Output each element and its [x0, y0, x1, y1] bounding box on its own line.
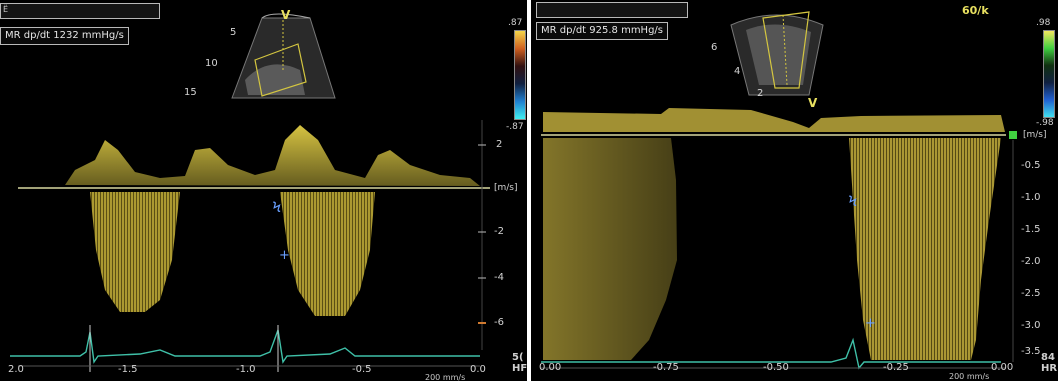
ecg-trace	[10, 329, 480, 364]
color-scale-bar	[1043, 30, 1055, 118]
colorbar-bottom-label: -.98	[1036, 118, 1054, 128]
time-tick: -0.50	[763, 362, 789, 373]
velocity-tick: -1.0	[1021, 192, 1041, 203]
doppler-spectrum-left: Ϟ +	[10, 13, 490, 372]
velocity-tick: -2	[494, 226, 504, 237]
cursor-marker: Ϟ	[272, 200, 281, 216]
depth-mark: 6	[711, 42, 718, 53]
depth-mark: 2	[757, 88, 764, 99]
velocity-unit: [m/s]	[1023, 130, 1047, 140]
time-tick: 0.00	[539, 362, 562, 373]
ecg-trace	[541, 337, 1001, 370]
doppler-panel-right: Ϟ + MR dp/dt 925.8 mmHg/s 60/k V 6 4 2 .…	[531, 0, 1058, 381]
time-tick: -0.5	[352, 364, 372, 375]
velocity-tick: -4	[494, 272, 504, 283]
time-tick: 0.0	[470, 364, 486, 375]
velocity-tick: -2.5	[1021, 288, 1041, 299]
time-tick: -0.75	[653, 362, 679, 373]
heart-rate: 5( HF	[512, 352, 527, 374]
header-box: Ё	[0, 3, 160, 19]
time-tick: -1.5	[118, 364, 138, 375]
colorbar-top-label: .98	[1036, 18, 1051, 28]
sector-v-marker: V	[281, 8, 291, 22]
echo-sector-left	[231, 13, 336, 99]
velocity-unit: [m/s]	[494, 183, 518, 193]
color-scale-bar	[514, 30, 526, 120]
measurement-readout: MR dp/dt 1232 mmHg/s	[0, 27, 129, 45]
time-tick: 0.00	[991, 362, 1014, 373]
velocity-tick: -3.0	[1021, 320, 1041, 331]
header-tag: Ё	[3, 5, 9, 14]
depth-mark: 4	[734, 66, 741, 77]
sweep-speed: 200 mm/s	[425, 373, 466, 381]
velocity-tick: -1.5	[1021, 224, 1041, 235]
colorbar-bottom-label: -.87	[506, 122, 524, 132]
measurement-readout: MR dp/dt 925.8 mmHg/s	[536, 22, 669, 40]
velocity-tick: 2	[496, 139, 503, 150]
colorbar-top-label: .87	[508, 18, 523, 28]
depth-mark: 15	[184, 87, 197, 98]
cursor-marker: Ϟ	[848, 194, 857, 210]
cursor-marker: +	[865, 316, 876, 331]
velocity-tick: -3.5	[1021, 346, 1041, 357]
time-tick: -1.0	[236, 364, 256, 375]
frame-rate: 60/k	[962, 4, 989, 17]
time-tick: -0.25	[883, 362, 909, 373]
heart-rate: 84 HR	[1041, 352, 1058, 374]
velocity-tick: -0.5	[1021, 160, 1041, 171]
time-tick: 2.0	[8, 364, 24, 375]
echo-sector-right	[730, 11, 824, 96]
velocity-tick: -6	[494, 317, 504, 328]
velocity-tick: -2.0	[1021, 256, 1041, 267]
depth-mark: 10	[205, 58, 218, 69]
cursor-marker: +	[279, 248, 290, 263]
sweep-speed: 200 mm/s	[949, 372, 990, 381]
sector-v-marker: V	[808, 96, 818, 110]
doppler-panel-left: Ϟ + Ё MR dp/dt 1232 mmHg/s V 5 10 15 .87…	[0, 0, 527, 381]
doppler-spectrum-right: Ϟ +	[541, 11, 1017, 370]
depth-mark: 5	[230, 27, 237, 38]
header-box	[536, 2, 688, 18]
